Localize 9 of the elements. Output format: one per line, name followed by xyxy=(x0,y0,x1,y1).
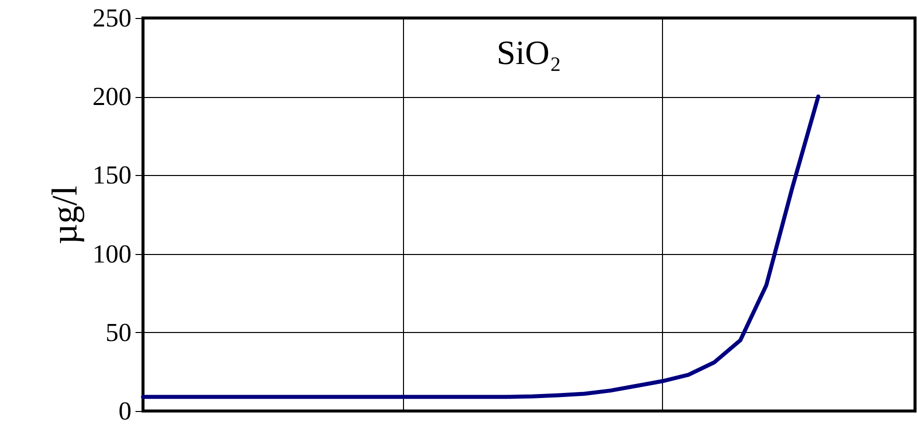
y-axis-title: µg/l xyxy=(44,186,84,244)
y-tick-label: 0 xyxy=(118,396,132,426)
y-tick-label: 50 xyxy=(106,318,132,347)
y-tick-label: 150 xyxy=(92,160,132,190)
y-tick-label: 100 xyxy=(92,239,132,268)
text: SiO₂ xyxy=(496,35,562,72)
line-series xyxy=(141,94,820,399)
y-tick-label: 200 xyxy=(92,82,132,112)
y-tick-label: 250 xyxy=(92,4,132,32)
